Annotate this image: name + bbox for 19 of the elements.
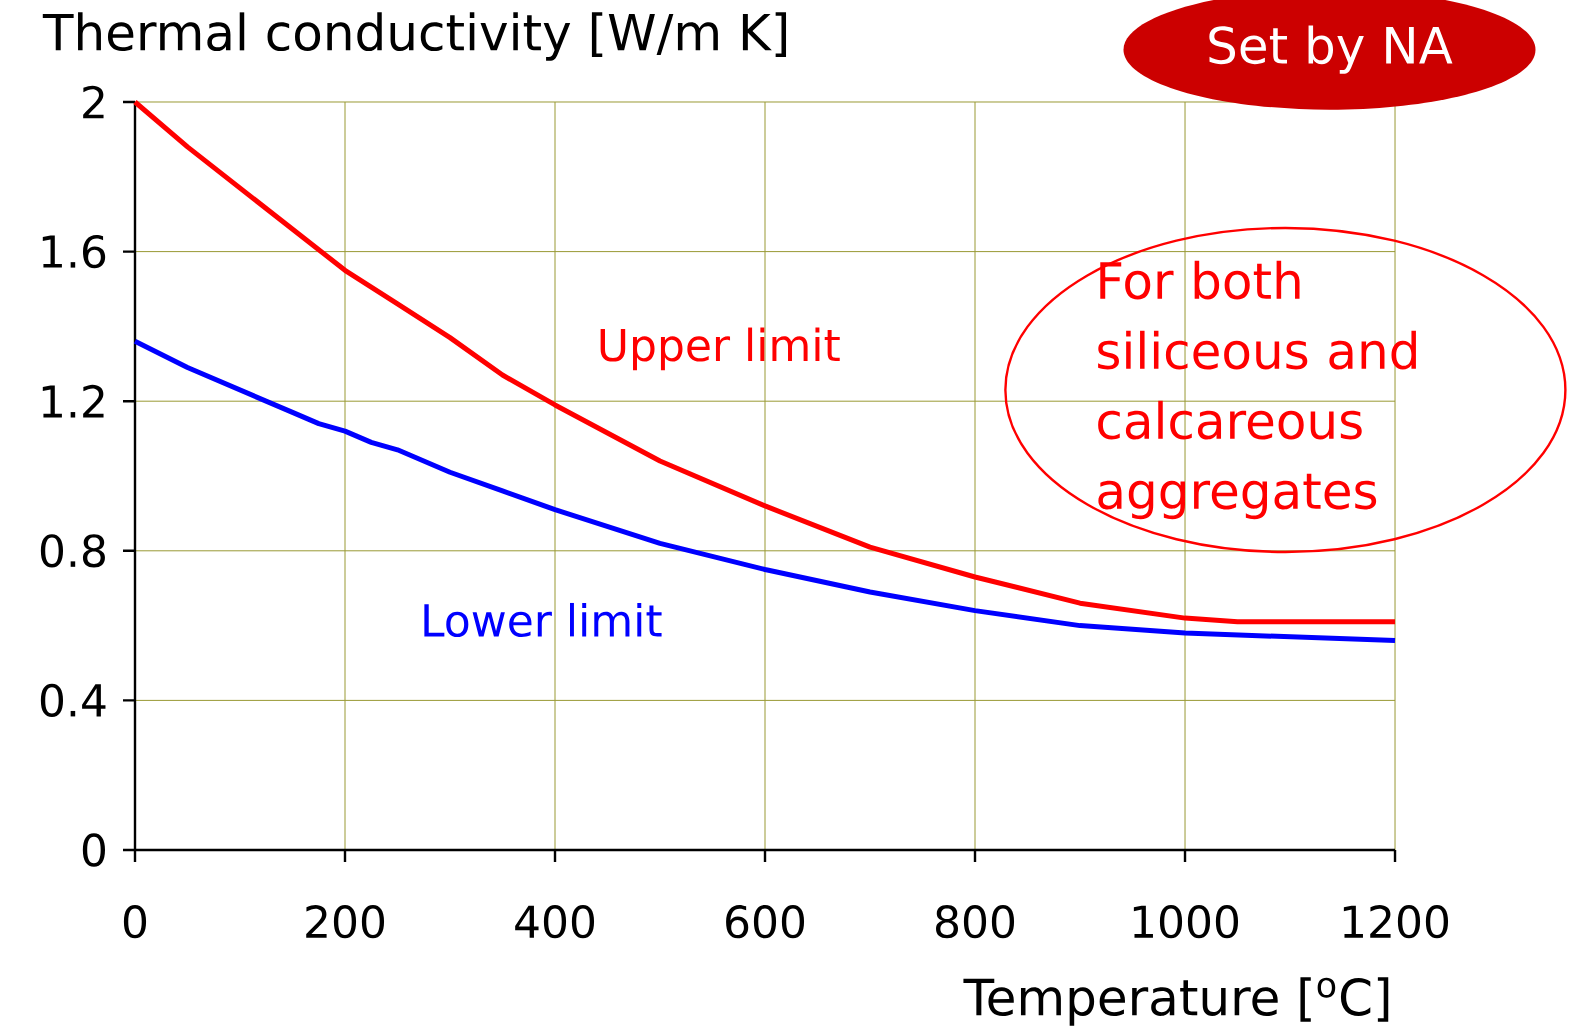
series-label: Lower limit bbox=[424, 602, 662, 638]
x-tick-label: 0 bbox=[123, 905, 147, 939]
x-tick-label: 600 bbox=[726, 905, 805, 939]
x-tick-label: 1000 bbox=[1133, 905, 1239, 939]
y-tick-label: 1.2 bbox=[42, 384, 104, 418]
y-tick-label: 2 bbox=[83, 85, 104, 119]
y-axis-title: Thermal conductivity [W/m K] bbox=[42, 12, 787, 61]
y-tick-label: 0.4 bbox=[40, 683, 106, 718]
x-axis-title: Temperature [$^{o}$C] bbox=[963, 977, 1389, 1026]
y-tick-label: 0 bbox=[82, 833, 106, 867]
series-label: Upper limit bbox=[600, 327, 840, 371]
y-tick-label: 1.6 bbox=[42, 234, 106, 269]
x-tick-label: 200 bbox=[306, 905, 385, 939]
y-tick-label: 0.8 bbox=[40, 534, 105, 568]
text: Set by NA bbox=[1209, 25, 1453, 74]
x-tick-label: 1200 bbox=[1343, 905, 1449, 939]
annotation: For both siliceous and calcareous aggregates bbox=[1098, 260, 1416, 520]
x-tick-label: 400 bbox=[515, 905, 595, 939]
x-tick-label: 800 bbox=[936, 905, 1015, 939]
